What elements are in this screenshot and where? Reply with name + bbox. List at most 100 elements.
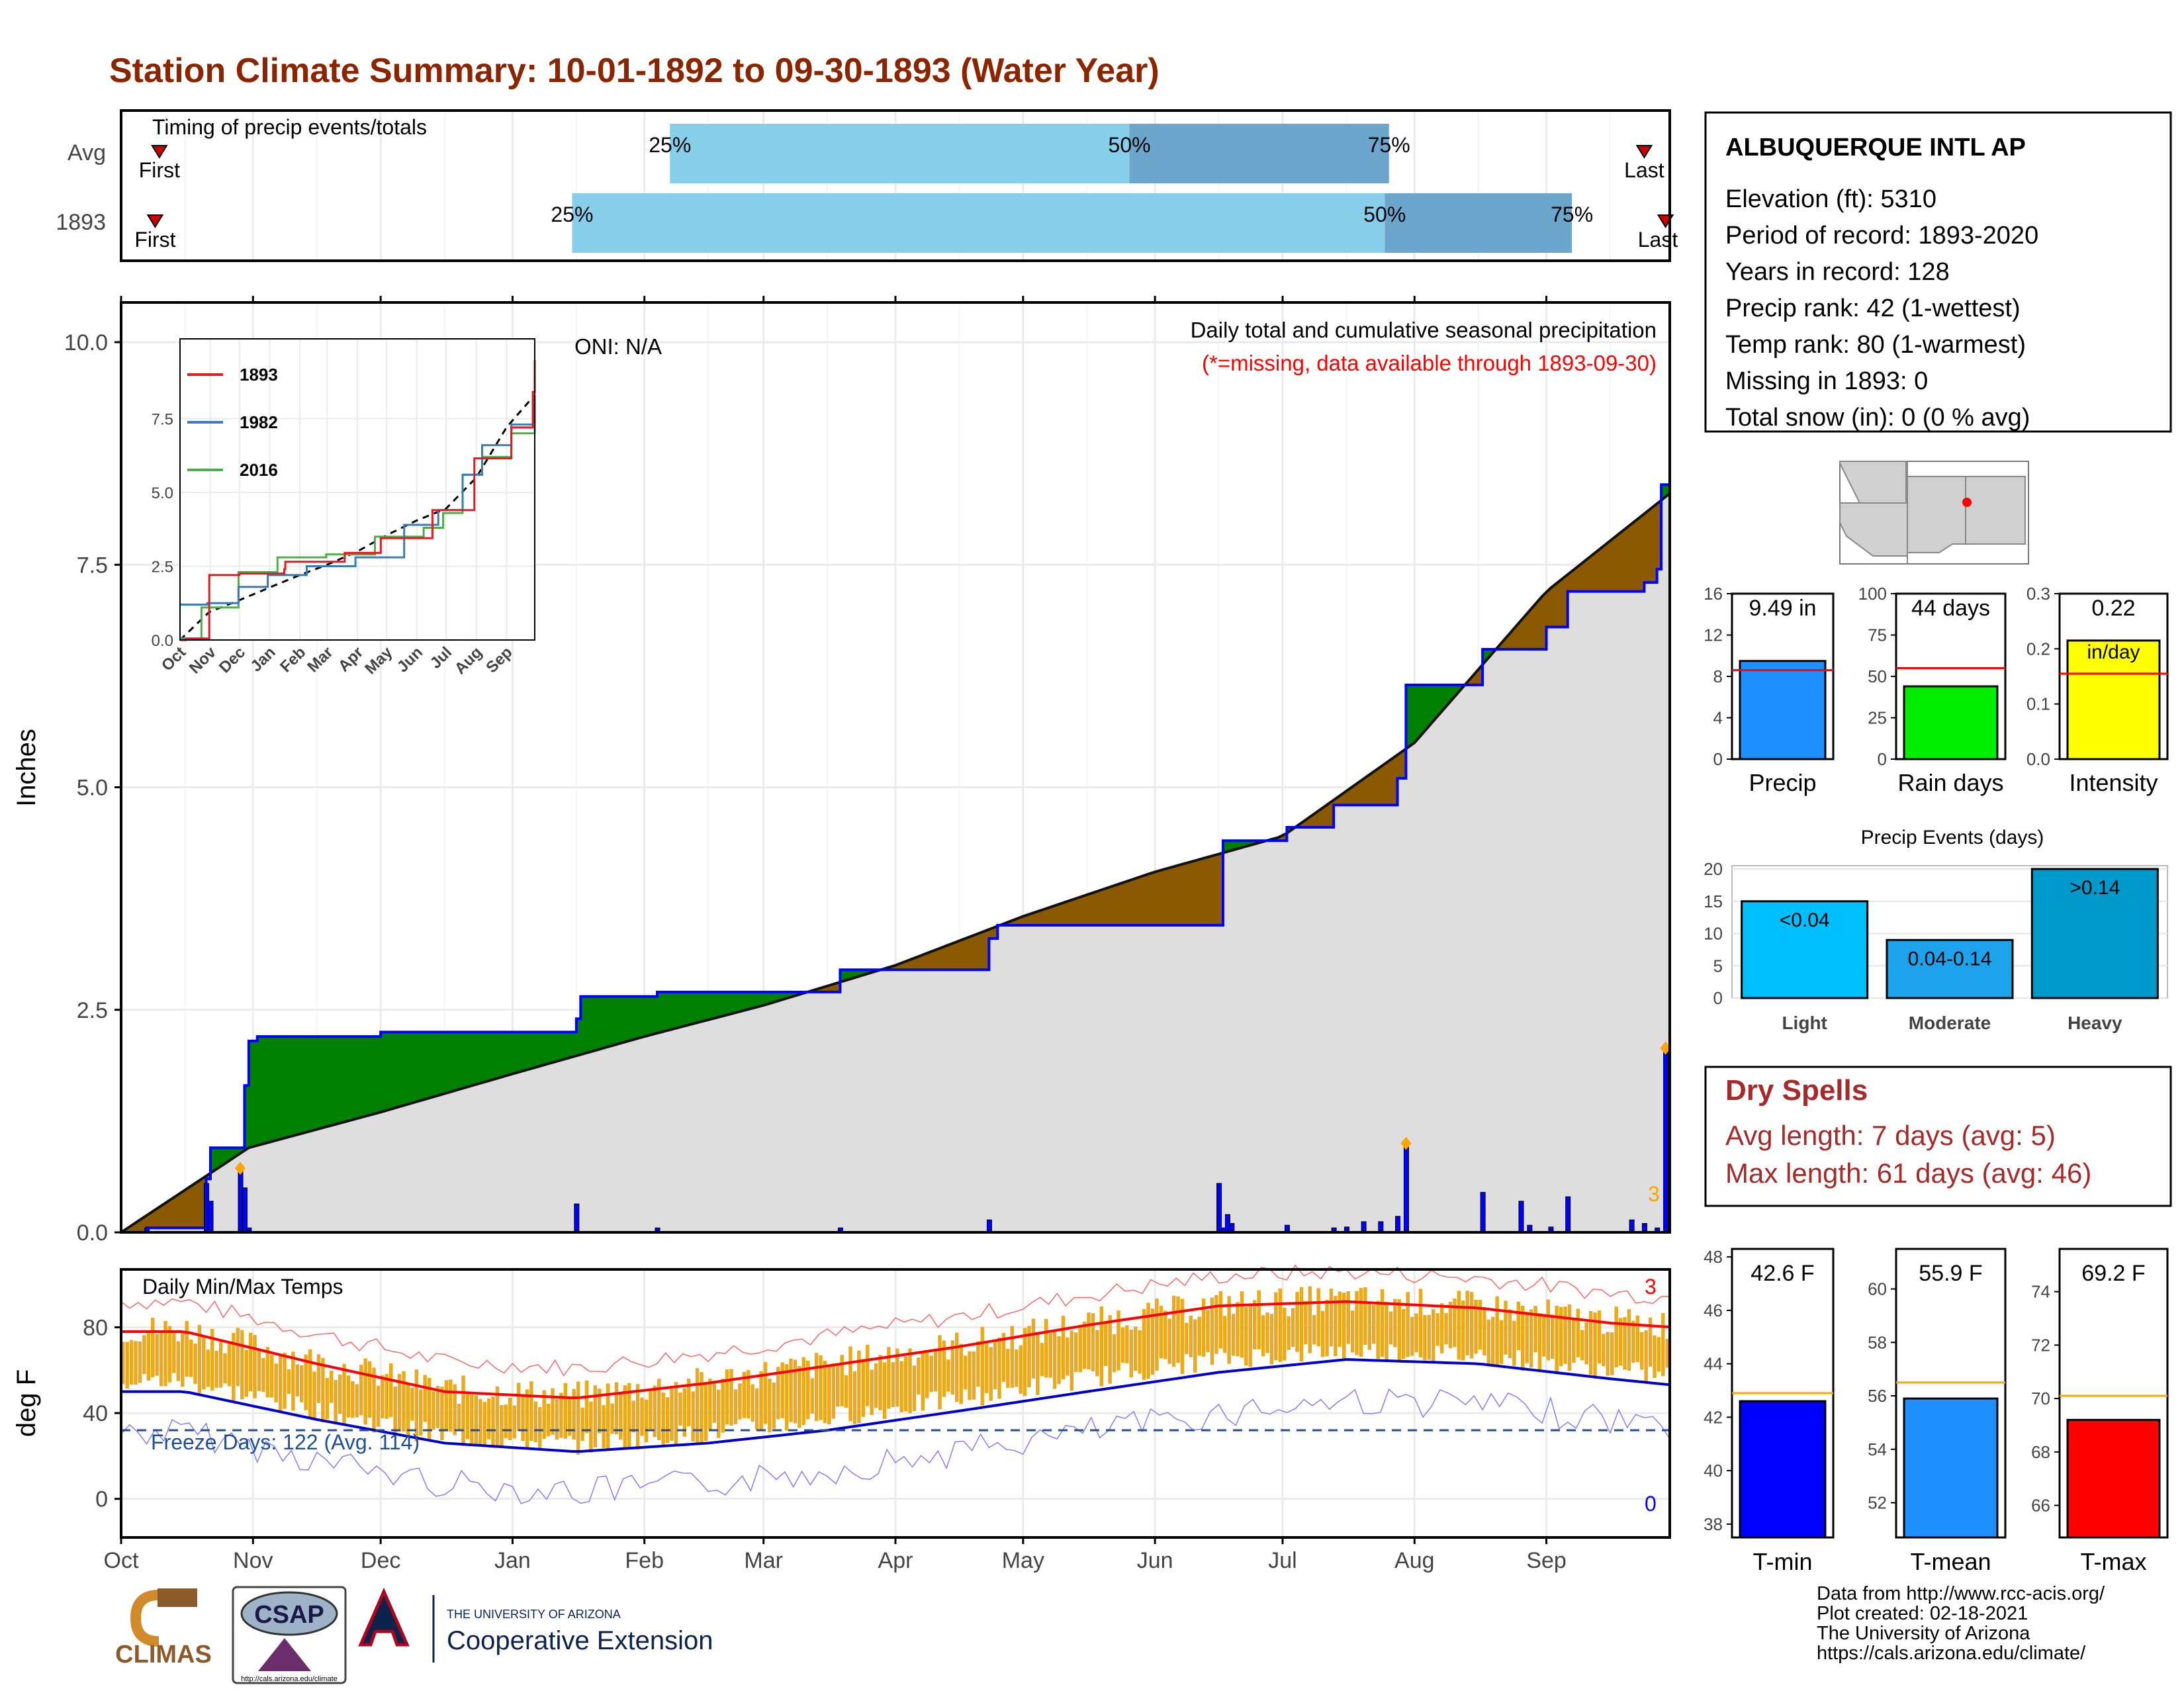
daily-temp-bar xyxy=(1495,1296,1499,1365)
cumulative-difference-segment xyxy=(750,991,756,1009)
daily-temp-bar xyxy=(1206,1310,1210,1352)
daily-temp-bar xyxy=(125,1342,129,1389)
cumulative-difference-segment xyxy=(1052,904,1058,926)
daily-temp-bar xyxy=(427,1378,432,1440)
daily-temp-bar xyxy=(866,1344,870,1406)
cumulative-difference-segment xyxy=(1082,894,1087,926)
cumulative-difference-segment xyxy=(712,991,717,1019)
cumulative-difference-segment xyxy=(1214,853,1220,926)
cumulative-difference-segment xyxy=(1375,766,1381,805)
cumulative-difference-segment xyxy=(465,1031,471,1088)
cumulative-difference-segment xyxy=(1120,881,1126,926)
daily-max-marker xyxy=(1660,1041,1671,1055)
daily-temp-bar xyxy=(1104,1322,1108,1366)
daily-temp-bar xyxy=(921,1351,925,1411)
daily-temp-bar xyxy=(942,1340,946,1397)
cumulative-difference-segment xyxy=(325,1036,330,1128)
cumulative-difference-segment xyxy=(678,991,684,1028)
daily-temp-bar xyxy=(1257,1290,1261,1349)
timing-marker-label: Last xyxy=(1624,158,1664,182)
daily-temp-bar xyxy=(1218,1291,1223,1349)
daily-temp-bar xyxy=(495,1386,500,1447)
daily-temp-bar xyxy=(1397,1299,1402,1361)
daily-max-marker xyxy=(235,1162,246,1175)
cumulative-difference-segment xyxy=(341,1036,347,1123)
daily-temp-bar xyxy=(1533,1306,1537,1353)
daily-temp-bar xyxy=(295,1364,300,1396)
annual-bar-tick: 100 xyxy=(1858,584,1887,604)
station-line: Years in record: 128 xyxy=(1725,258,1950,286)
cumulative-difference-segment xyxy=(1559,577,1564,627)
daily-temp-bar xyxy=(397,1374,402,1432)
daily-temp-bar xyxy=(1329,1288,1334,1347)
events-bar xyxy=(1741,900,1869,999)
annual-bars: 9.49 in 0 4 8 12 16 Precip 44 days 0 25 50 75 100 Rai… xyxy=(1704,584,2169,796)
cumulative-difference-segment xyxy=(422,1031,428,1101)
cumulative-difference-segment xyxy=(350,1036,356,1121)
daily-temp-bar xyxy=(589,1401,593,1453)
cumulative-difference-segment xyxy=(495,1031,500,1079)
cumulative-difference-segment xyxy=(1614,533,1619,592)
cumulative-difference-segment xyxy=(550,1031,556,1064)
daily-temp-bar xyxy=(393,1386,397,1434)
cumulative-difference-segment xyxy=(742,991,747,1012)
csap-logo: CSAP http://cals.arizona.edu/climate xyxy=(232,1586,347,1684)
daily-temp-bar xyxy=(414,1369,419,1441)
daily-temp-bar xyxy=(602,1405,606,1448)
timing-bar-25-50 xyxy=(572,193,1385,253)
cumulative-difference-segment xyxy=(610,996,615,1047)
cumulative-difference-segment xyxy=(1044,907,1049,926)
daily-temp-bar xyxy=(1631,1320,1635,1363)
daily-temp-bar xyxy=(240,1330,244,1400)
annual-bar-tick: 0.1 xyxy=(2026,694,2050,714)
daily-temp-bar xyxy=(453,1384,457,1436)
daily-temp-bar xyxy=(989,1347,993,1401)
daily-temp-bar xyxy=(1171,1295,1176,1367)
y-tick-label: 10.0 xyxy=(64,330,108,355)
daily-temp-bar xyxy=(649,1389,653,1430)
daily-temp-bar xyxy=(610,1403,614,1434)
daily-temp-bar xyxy=(1393,1299,1397,1348)
cumulative-difference-segment xyxy=(601,996,607,1049)
university-logo: THE UNIVERSITY OF ARIZONA Cooperative Ex… xyxy=(358,1587,713,1663)
cumulative-difference-segment xyxy=(1422,684,1428,734)
daily-temp-bar xyxy=(151,1317,155,1377)
daily-temp-bar xyxy=(1146,1303,1150,1379)
temp-bar-tick: 54 xyxy=(1868,1440,1887,1459)
daily-temp-bar xyxy=(1644,1330,1648,1382)
daily-temp-bar xyxy=(1031,1318,1036,1379)
timing-marker-label: Last xyxy=(1638,228,1678,251)
daily-temp-bar xyxy=(993,1339,997,1390)
annual-bar xyxy=(1739,660,1827,760)
timing-pct-label: 25% xyxy=(551,203,593,226)
daily-temp-bar xyxy=(963,1355,968,1390)
annual-bar-tick: 0 xyxy=(1713,749,1723,769)
daily-temp-bar xyxy=(1465,1291,1469,1355)
daily-temp-bar xyxy=(810,1378,814,1414)
cumulative-difference-segment xyxy=(1537,595,1543,650)
daily-temp-bar xyxy=(159,1330,163,1387)
daily-temp-bar xyxy=(738,1383,742,1420)
cumulative-difference-segment xyxy=(707,991,713,1021)
temp-bar-tick: 48 xyxy=(1704,1247,1723,1267)
daily-temp-bar xyxy=(980,1326,985,1406)
cumulative-difference-segment xyxy=(729,991,735,1015)
cumulative-difference-segment xyxy=(933,948,938,970)
daily-temp-bar xyxy=(330,1370,334,1403)
avg-cumulative-area xyxy=(121,493,1670,1232)
inset-y-tick: 7.5 xyxy=(152,410,173,428)
cumulative-difference-segment xyxy=(1584,557,1590,592)
cumulative-difference-segment xyxy=(746,991,751,1011)
cumulative-difference-segment xyxy=(401,1031,407,1107)
daily-temp-bar xyxy=(486,1398,491,1440)
cumulative-difference-segment xyxy=(1086,893,1092,926)
daily-temp-bar xyxy=(1478,1300,1482,1350)
y-tick-label: 5.0 xyxy=(77,776,108,801)
cumulative-difference-segment xyxy=(942,945,947,970)
cumulative-difference-segment xyxy=(682,991,688,1027)
daily-temp-bar xyxy=(972,1351,976,1400)
daily-temp-bar xyxy=(784,1364,789,1431)
cumulative-difference-segment xyxy=(1103,887,1109,926)
temp-bar xyxy=(1739,1400,1827,1539)
daily-temp-bar xyxy=(274,1363,278,1402)
